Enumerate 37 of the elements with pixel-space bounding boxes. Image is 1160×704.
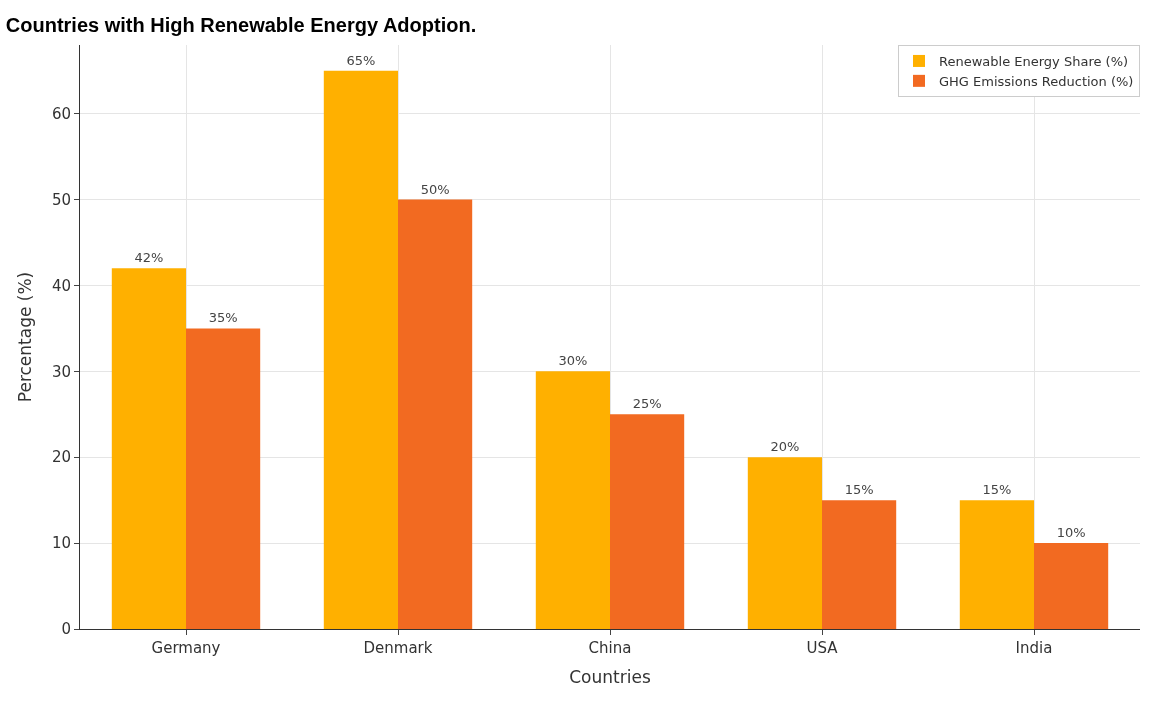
y-tick-label: 30 — [51, 362, 71, 381]
bar — [535, 371, 610, 629]
x-tick-label: Germany — [151, 639, 221, 657]
legend-label: Renewable Energy Share (%) — [939, 54, 1129, 70]
y-axis-title: Percentage (%) — [15, 271, 36, 403]
data-label: 15% — [844, 482, 874, 498]
data-label: 35% — [208, 310, 238, 326]
data-label: 25% — [632, 396, 662, 412]
bar — [186, 328, 261, 629]
bar — [747, 457, 822, 629]
x-tick-label: India — [1015, 639, 1053, 657]
data-label: 10% — [1056, 525, 1086, 541]
x-tick-label: China — [588, 639, 632, 657]
x-tick-label: Denmark — [363, 639, 433, 657]
y-tick-label: 50 — [51, 190, 71, 209]
y-tick-label: 40 — [51, 276, 71, 295]
bar — [822, 500, 897, 629]
data-label: 42% — [134, 250, 164, 266]
bar — [959, 500, 1034, 629]
x-axis-title: Countries — [569, 667, 651, 688]
y-tick-label: 20 — [51, 448, 71, 467]
data-label: 50% — [420, 181, 450, 197]
bar — [1034, 543, 1109, 629]
y-tick-label: 60 — [51, 104, 71, 123]
chart-title: Countries with High Renewable Energy Adoption. — [5, 13, 477, 36]
data-label: 65% — [346, 52, 376, 68]
x-tick-label: USA — [806, 639, 839, 657]
y-tick-label: 0 — [61, 620, 71, 639]
data-label: 20% — [770, 439, 800, 455]
data-label: 30% — [558, 353, 588, 369]
data-label: 15% — [982, 482, 1012, 498]
legend-label: GHG Emissions Reduction (%) — [939, 73, 1134, 89]
bar — [111, 268, 186, 629]
bar — [323, 70, 398, 629]
bar — [398, 199, 473, 629]
bar — [610, 414, 685, 629]
y-tick-label: 10 — [51, 534, 71, 553]
